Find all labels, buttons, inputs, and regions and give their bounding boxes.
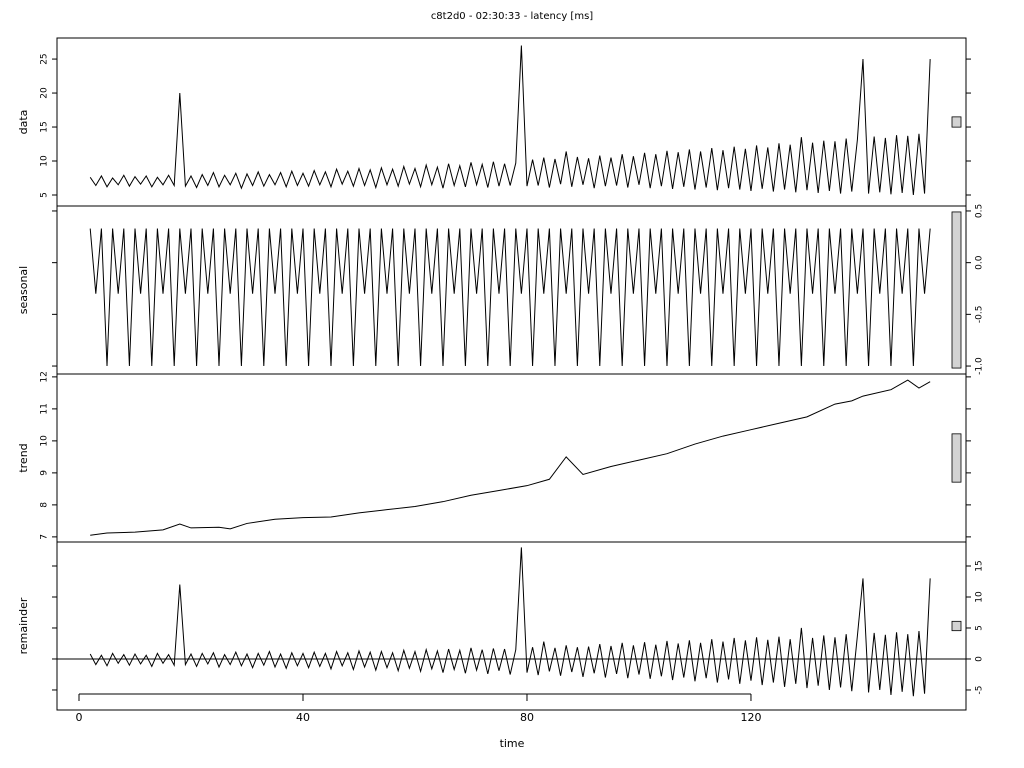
series-line (89, 228, 931, 367)
range-bar (951, 116, 962, 128)
range-bar (951, 433, 962, 483)
series-line (89, 547, 931, 697)
y-axis-label: data (17, 110, 30, 135)
y-axis-label: remainder (17, 597, 30, 654)
range-bar (951, 211, 962, 369)
y-tick-label: 9 (40, 470, 50, 476)
x-tick-label: 0 (76, 711, 83, 724)
y-tick-label: 11 (40, 403, 50, 414)
y-tick-label: 0.5 (975, 204, 985, 218)
y-tick-label: -1.0 (975, 357, 985, 375)
y-tick-label: 0.0 (975, 255, 985, 270)
y-tick-label: 7 (40, 534, 50, 540)
series-line (89, 45, 931, 196)
y-tick-label: 10 (40, 435, 50, 447)
x-tick-label: 120 (740, 711, 761, 724)
y-tick-label: 20 (40, 87, 50, 99)
y-axis-label: seasonal (17, 266, 30, 314)
y-axis-label: trend (17, 443, 30, 472)
y-tick-label: -5 (975, 685, 985, 694)
y-tick-label: 5 (40, 192, 50, 198)
y-tick-label: 15 (40, 121, 50, 132)
y-tick-label: -0.5 (975, 306, 985, 324)
y-tick-label: 10 (975, 591, 985, 603)
y-tick-label: 25 (40, 53, 50, 64)
y-tick-label: 8 (40, 502, 50, 508)
chart-title: c8t2d0 - 02:30:33 - latency [ms] (431, 11, 593, 22)
y-tick-label: 10 (40, 155, 50, 167)
y-tick-label: 15 (975, 560, 985, 571)
y-tick-label: 0 (975, 656, 985, 662)
range-bar (951, 620, 962, 632)
y-tick-label: 12 (40, 371, 50, 382)
x-tick-label: 40 (296, 711, 310, 724)
series-line (90, 379, 931, 536)
x-axis-label: time (500, 737, 525, 750)
y-tick-label: 5 (975, 625, 985, 631)
x-tick-label: 80 (520, 711, 534, 724)
panel-frame (56, 541, 967, 711)
